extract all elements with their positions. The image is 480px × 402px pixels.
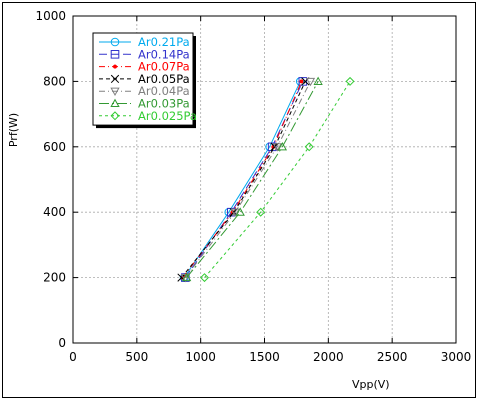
x-axis-label: Vpp(V) bbox=[352, 378, 390, 391]
data-point bbox=[277, 141, 288, 151]
x-tick-label: 500 bbox=[125, 350, 148, 364]
data-point bbox=[299, 79, 304, 84]
y-axis-label: Prf(W) bbox=[7, 113, 20, 147]
grid-lines bbox=[73, 16, 456, 343]
legend-label: Ar0.03Pa bbox=[138, 97, 190, 111]
data-point bbox=[256, 207, 266, 217]
legend-label: Ar0.07Pa bbox=[138, 60, 190, 74]
x-tick-label: 1500 bbox=[249, 350, 280, 364]
legend-marker bbox=[112, 64, 118, 69]
x-tick-label: 2000 bbox=[313, 350, 344, 364]
data-point bbox=[298, 77, 308, 86]
data-point bbox=[301, 77, 310, 86]
legend-marker bbox=[110, 50, 120, 59]
y-tick-label: 0 bbox=[58, 336, 66, 350]
legend-marker bbox=[110, 74, 120, 84]
legend: Ar0.21PaAr0.14PaAr0.07PaAr0.05PaAr0.04Pa… bbox=[92, 32, 197, 129]
legend-marker bbox=[110, 111, 120, 121]
data-point bbox=[177, 273, 186, 282]
legend-label: Ar0.04Pa bbox=[138, 84, 190, 98]
data-point bbox=[181, 272, 192, 282]
data-point bbox=[199, 273, 210, 283]
legend-label: Ar0.05Pa bbox=[138, 72, 190, 86]
y-tick-label: 600 bbox=[43, 140, 66, 154]
data-point bbox=[305, 77, 316, 87]
chart-frame bbox=[2, 2, 476, 398]
legend-label: Ar0.21Pa bbox=[138, 35, 190, 49]
x-tick-label: 3000 bbox=[441, 350, 472, 364]
data-point bbox=[345, 76, 355, 86]
legend-marker bbox=[110, 87, 120, 97]
data-point bbox=[272, 143, 282, 152]
series-line bbox=[181, 81, 306, 278]
y-tick-label: 400 bbox=[43, 205, 66, 219]
series-line bbox=[204, 81, 351, 278]
series-line bbox=[186, 81, 319, 278]
data-point bbox=[313, 76, 323, 85]
series-line bbox=[182, 81, 302, 278]
x-tick-label: 1000 bbox=[185, 350, 216, 364]
series-4 bbox=[180, 77, 316, 283]
plot-area bbox=[177, 76, 355, 283]
x-tick-label: 0 bbox=[69, 350, 77, 364]
y-tick-label: 200 bbox=[43, 271, 66, 285]
series-5 bbox=[181, 76, 323, 282]
y-tick-label: 1000 bbox=[35, 9, 66, 23]
legend-label: Ar0.025Pa bbox=[138, 109, 197, 123]
legend-marker bbox=[110, 37, 120, 47]
data-point bbox=[304, 142, 314, 152]
plot-border bbox=[72, 15, 457, 344]
data-point bbox=[180, 274, 190, 283]
axes: 0 500 1000 1500 2000 2500 3000 0 200 400 600 800 100… bbox=[35, 9, 471, 364]
legend-label: Ar0.14Pa bbox=[138, 47, 190, 61]
data-point bbox=[235, 207, 245, 216]
series-3 bbox=[177, 77, 310, 282]
data-point bbox=[230, 208, 240, 218]
x-tick-label: 2500 bbox=[377, 350, 408, 364]
legend-marker bbox=[110, 98, 120, 108]
series-line bbox=[183, 81, 301, 278]
series-line bbox=[184, 81, 311, 278]
series-6 bbox=[199, 76, 355, 283]
y-tick-label: 800 bbox=[43, 74, 66, 88]
